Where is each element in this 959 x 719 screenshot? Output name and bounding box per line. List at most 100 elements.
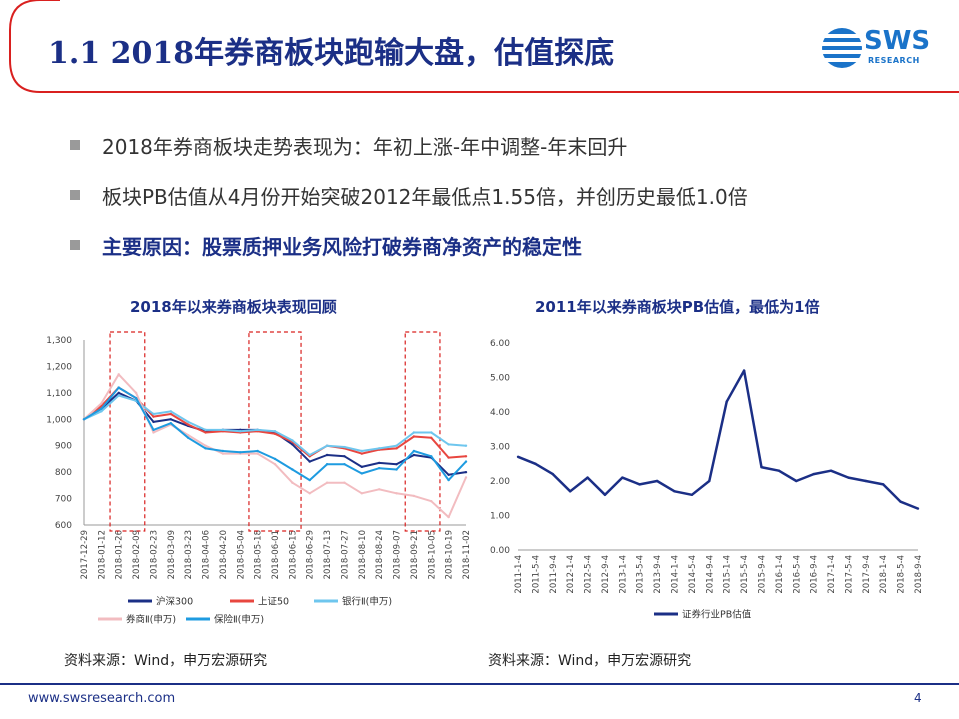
data-point: [829, 469, 833, 472]
x-tick-label: 2018-07-13: [323, 530, 333, 579]
bullet-square-icon: [70, 190, 80, 200]
data-point: [152, 415, 155, 418]
data-point: [882, 483, 885, 486]
data-point: [447, 515, 450, 519]
bullet-text: 板块PB估值从4月份开始突破2012年最低点1.55倍，并创历史最低1.0倍: [102, 184, 748, 209]
x-tick-label: 2018-03-23: [184, 530, 194, 579]
data-point: [291, 481, 294, 484]
data-point: [447, 456, 450, 459]
data-point: [412, 435, 416, 438]
legend-label: 银行Ⅱ(申万): [342, 596, 392, 608]
data-point: [186, 423, 190, 426]
data-point: [360, 449, 364, 453]
data-point: [638, 483, 641, 486]
y-tick-label: 1,300: [46, 336, 72, 346]
data-point: [204, 447, 207, 450]
data-point: [464, 455, 468, 458]
title-bar: 1.1 2018年券商板块跑输大盘，估值探底 SWS RESEARCH: [0, 0, 959, 100]
data-point: [377, 488, 381, 491]
y-tick-label: 1.00: [490, 512, 510, 522]
x-tick-label: 2018-5-4: [897, 555, 907, 594]
legend-label: 券商Ⅱ(申万): [126, 614, 176, 626]
bullet-text: 2018年券商板块走势表现为：年初上涨-年中调整-年末回升: [102, 134, 628, 159]
y-tick-label: 900: [55, 442, 72, 452]
x-tick-label: 2018-03-09: [167, 530, 177, 579]
data-point: [117, 391, 120, 395]
bullet-list: 2018年券商板块走势表现为：年初上涨-年中调整-年末回升 板块PB估值从4月份…: [70, 120, 930, 270]
y-tick-label: 1,000: [46, 415, 72, 425]
data-point: [343, 445, 346, 449]
data-point: [308, 460, 311, 463]
data-point: [169, 412, 173, 416]
data-point: [447, 473, 450, 476]
bullet-item: 板块PB估值从4月份开始突破2012年最低点1.55倍，并创历史最低1.0倍: [70, 170, 930, 220]
x-tick-label: 2018-04-20: [219, 530, 229, 579]
data-point: [812, 472, 815, 476]
x-tick-label: 2011-5-4: [531, 555, 541, 594]
legend-label: 保险Ⅱ(申万): [214, 614, 264, 626]
data-point: [343, 481, 346, 484]
data-point: [725, 400, 728, 403]
data-point: [169, 422, 173, 425]
x-tick-label: 2018-10-05: [427, 530, 437, 579]
x-tick-label: 2017-1-4: [827, 555, 837, 594]
x-tick-label: 2018-11-02: [462, 530, 472, 579]
data-point: [325, 444, 329, 447]
data-point: [395, 463, 398, 466]
left-chart-source: 资料来源：Wind，申万宏源研究: [64, 653, 268, 669]
data-point: [568, 490, 572, 493]
x-tick-label: 2015-1-4: [723, 555, 733, 594]
data-point: [760, 466, 763, 469]
data-point: [291, 443, 294, 446]
x-tick-label: 2018-06-29: [306, 530, 316, 579]
data-point: [134, 391, 138, 395]
right-chart-source: 资料来源：Wind，申万宏源研究: [488, 653, 692, 669]
data-point: [655, 479, 659, 483]
data-point: [273, 432, 277, 436]
x-tick-label: 2013-1-4: [618, 555, 628, 594]
x-tick-label: 2018-07-27: [340, 530, 350, 579]
data-point: [464, 444, 468, 447]
data-point: [100, 402, 103, 405]
page-number: 4: [914, 691, 922, 705]
x-tick-label: 2018-01-26: [115, 530, 125, 579]
x-tick-label: 2016-5-4: [792, 555, 802, 594]
data-point: [100, 407, 103, 410]
x-tick-label: 2018-01-12: [97, 530, 107, 579]
right-chart: 6.00 5.00 4.00 3.00 2.00 1.00 0.00 2011-1-4 2011…: [490, 339, 924, 621]
y-tick-label: 4.00: [490, 408, 510, 418]
data-point: [308, 453, 311, 457]
x-tick-label: 2018-10-19: [445, 530, 455, 579]
series-line: [83, 386, 467, 459]
x-tick-label: 2017-9-4: [862, 555, 872, 594]
data-point: [134, 396, 138, 400]
x-tick-label: 2012-9-4: [601, 555, 611, 594]
data-point: [256, 452, 259, 455]
data-point: [360, 472, 364, 475]
data-point: [221, 452, 225, 455]
data-point: [412, 449, 416, 453]
bullet-item: 2018年券商板块走势表现为：年初上涨-年中调整-年末回升: [70, 120, 930, 170]
data-point: [308, 492, 311, 495]
data-point: [586, 476, 589, 479]
footer-url[interactable]: www.swsresearch.com: [28, 691, 176, 706]
data-point: [325, 481, 329, 484]
x-tick-label: 2014-5-4: [688, 555, 698, 594]
x-tick-label: 2016-9-4: [810, 555, 820, 594]
data-point: [186, 436, 190, 439]
data-point: [430, 431, 433, 434]
sws-globe-icon: [822, 28, 862, 68]
data-point: [360, 452, 364, 455]
bullet-square-icon: [70, 140, 80, 150]
x-tick-label: 2017-12-29: [80, 530, 90, 579]
data-point: [464, 470, 468, 474]
y-tick-label: 5.00: [490, 374, 510, 384]
data-point: [82, 418, 86, 421]
y-tick-label: 700: [55, 495, 72, 505]
x-tick-label: 2017-5-4: [844, 555, 854, 594]
data-point: [430, 500, 433, 503]
data-point: [152, 428, 155, 432]
data-point: [291, 439, 294, 442]
data-point: [430, 436, 433, 439]
data-point: [430, 455, 433, 458]
